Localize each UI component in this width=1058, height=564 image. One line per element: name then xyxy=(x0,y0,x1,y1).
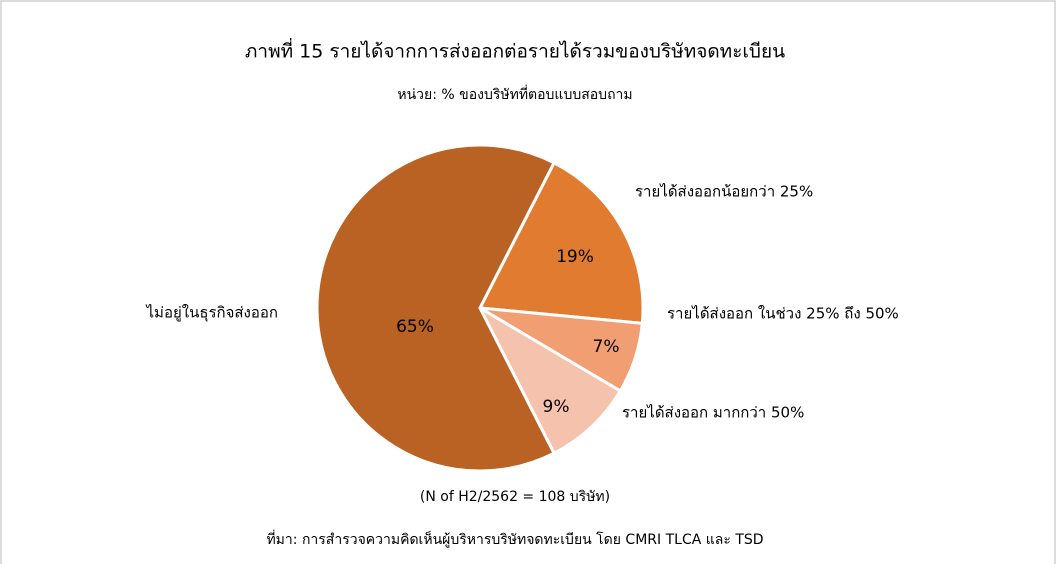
category-label: รายได้ส่งออก มากกว่า 50% xyxy=(622,404,804,422)
category-label: รายได้ส่งออกน้อยกว่า 25% xyxy=(635,183,813,201)
category-label: รายได้ส่งออก ในช่วง 25% ถึง 50% xyxy=(667,305,899,323)
pie-slice xyxy=(477,160,645,325)
chart-title: ภาพที่ 15 รายได้จากการส่งออกต่อรายได้รวม… xyxy=(245,38,785,63)
value-label: 65% xyxy=(396,317,434,337)
note: (N of H2/2562 = 108 บริษัท) xyxy=(420,489,610,505)
value-label: 9% xyxy=(543,397,570,417)
category-label: ไม่อยู่ในธุรกิจส่งออก xyxy=(146,304,278,323)
pie-slice xyxy=(476,304,623,456)
chart-subtitle: หน่วย: % ของบริษัทที่ตอบแบบสอบถาม xyxy=(397,85,632,103)
value-label: 7% xyxy=(593,337,620,357)
value-label: 19% xyxy=(556,247,594,267)
pie-slice xyxy=(315,143,557,473)
source-note: ที่มา: การสำรวจความคิดเห็นผู้บริหารบริษั… xyxy=(266,530,763,548)
